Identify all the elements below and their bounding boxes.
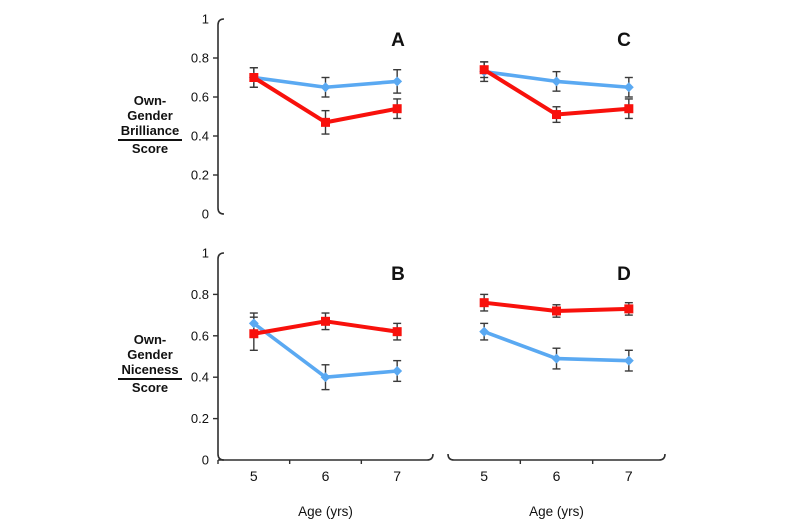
marker-red-square	[392, 327, 402, 337]
y-tick-label: 0.2	[191, 411, 209, 426]
y-axis	[217, 252, 225, 461]
marker-red-square	[321, 316, 330, 326]
x-axis	[218, 453, 434, 461]
marker-red-square	[624, 104, 634, 114]
marker-red-square	[249, 329, 259, 339]
y-tick-label: 0.8	[191, 51, 209, 66]
x-axis-title: Age (yrs)	[529, 504, 584, 519]
y-tick-label: 0.6	[191, 90, 209, 105]
ylabel-line-underlined: Niceness	[85, 362, 215, 380]
x-tick-label: 5	[250, 468, 258, 484]
y-tick-label: 0.8	[191, 287, 209, 302]
panel-letter: B	[391, 264, 405, 285]
ylabel-line: Own-	[133, 93, 167, 108]
marker-red-square	[249, 73, 259, 82]
x-tick-label: 7	[393, 468, 401, 484]
marker-blue-diamond	[392, 366, 403, 376]
marker-red-square	[552, 306, 561, 316]
marker-red-square	[552, 110, 561, 120]
panel-letter: D	[617, 264, 631, 285]
marker-red-square	[392, 104, 402, 114]
marker-red-square	[479, 65, 489, 75]
marker-blue-diamond	[623, 355, 634, 366]
x-axis	[447, 453, 666, 461]
y-tick-label: 0.4	[191, 370, 209, 385]
x-tick-label: 6	[553, 468, 561, 484]
panel-D: 5 6 7 Age (yrs) D	[447, 264, 666, 519]
ylabel-brilliance: Own- Gender Brilliance Score	[85, 93, 215, 156]
marker-blue-diamond	[320, 82, 331, 93]
y-axis	[217, 18, 225, 215]
panel-B: 0 0.2 0.4 0.6 0.8 1 5 6 7 Age (yrs) B	[191, 246, 434, 519]
marker-blue-diamond	[551, 76, 562, 87]
panel-letter: A	[391, 30, 405, 51]
panel-C: C	[479, 30, 634, 124]
marker-blue-diamond	[392, 76, 403, 87]
y-tick-label: 0	[202, 207, 209, 222]
y-tick-label: 0.4	[191, 129, 209, 144]
x-tick-label: 6	[322, 468, 330, 484]
ylabel-line-underlined: Brilliance	[85, 123, 215, 141]
marker-blue-diamond	[551, 353, 562, 364]
y-tick-label: 0.6	[191, 328, 209, 343]
panel-A: 0 0.2 0.4 0.6 0.8 1 A	[191, 12, 405, 222]
y-tick-label: 1	[202, 12, 209, 27]
ylabel-line: Score	[131, 141, 169, 156]
x-axis-title: Age (yrs)	[298, 504, 353, 519]
marker-red-square	[479, 298, 489, 308]
marker-red-square	[321, 117, 330, 127]
marker-blue-diamond	[479, 326, 490, 337]
y-tick-label: 0	[202, 453, 209, 468]
marker-blue-diamond	[320, 372, 331, 383]
ylabel-line: Gender	[127, 347, 173, 362]
x-tick-label: 5	[480, 468, 488, 484]
y-tick-label: 0.2	[191, 168, 209, 183]
ylabel-line: Gender	[127, 108, 173, 123]
x-tick-label: 7	[625, 468, 633, 484]
y-tick-label: 1	[202, 246, 209, 261]
ylabel-line: Score	[131, 380, 169, 395]
ylabel-niceness: Own- Gender Niceness Score	[85, 332, 215, 395]
ylabel-line: Own-	[133, 332, 167, 347]
panel-letter: C	[617, 30, 631, 51]
marker-blue-diamond	[623, 82, 634, 93]
marker-red-square	[624, 304, 634, 314]
